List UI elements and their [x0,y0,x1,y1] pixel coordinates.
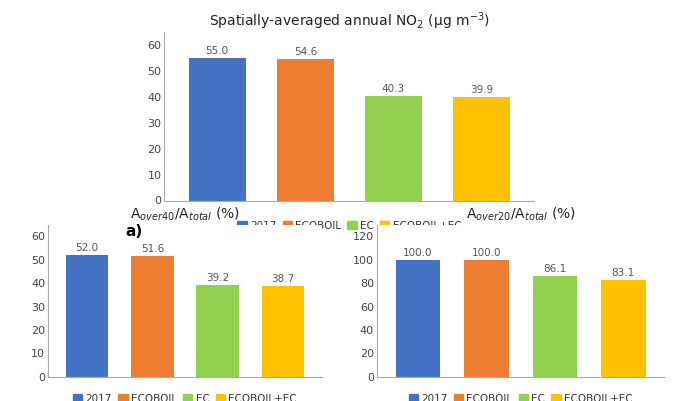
Text: 39.9: 39.9 [470,85,493,95]
Text: 52.0: 52.0 [75,243,99,253]
Text: 38.7: 38.7 [271,274,295,284]
Bar [396,260,440,377]
Bar [533,276,577,377]
Text: 55.0: 55.0 [206,46,229,56]
Text: 100.0: 100.0 [403,248,433,258]
Title: A$_{over20}$/A$_{total}$ (%): A$_{over20}$/A$_{total}$ (%) [466,206,575,223]
Bar [453,97,510,200]
Text: 54.6: 54.6 [294,47,317,57]
Text: 100.0: 100.0 [471,248,501,258]
Bar [262,286,304,377]
Bar [464,260,508,377]
Bar [131,256,173,377]
Text: 40.3: 40.3 [382,84,405,94]
Bar [197,285,239,377]
Legend: 2017, ECOBOIL, EC, ECOBOIL+EC: 2017, ECOBOIL, EC, ECOBOIL+EC [409,394,632,401]
Bar [66,255,108,377]
Text: 86.1: 86.1 [543,264,566,274]
Legend: 2017, ECOBOIL, EC, ECOBOIL+EC: 2017, ECOBOIL, EC, ECOBOIL+EC [73,394,297,401]
Title: A$_{over40}$/A$_{total}$ (%): A$_{over40}$/A$_{total}$ (%) [130,206,240,223]
Text: 83.1: 83.1 [612,268,635,278]
Legend: 2017, ECOBOIL, EC, ECOBOIL+EC: 2017, ECOBOIL, EC, ECOBOIL+EC [238,221,461,231]
Bar [188,58,246,200]
Bar [277,59,334,200]
Bar [601,279,645,377]
Text: a): a) [125,224,142,239]
Bar [365,96,422,200]
Text: 51.6: 51.6 [140,244,164,254]
Title: Spatially-averaged annual NO$_2$ (μg m$^{-3}$): Spatially-averaged annual NO$_2$ (μg m$^… [209,10,490,32]
Text: 39.2: 39.2 [206,273,229,283]
